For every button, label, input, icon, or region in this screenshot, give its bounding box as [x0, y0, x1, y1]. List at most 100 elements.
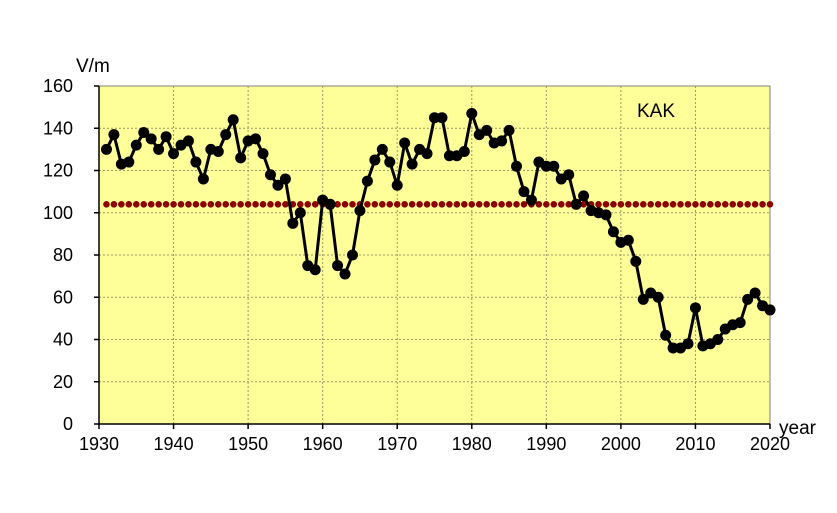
- reference-point: [505, 201, 513, 208]
- reference-point: [408, 201, 416, 208]
- data-point: [421, 148, 433, 160]
- reference-point: [446, 201, 453, 208]
- reference-point: [766, 201, 774, 208]
- x-tick-label: 1950: [228, 434, 268, 454]
- data-point: [123, 156, 135, 168]
- x-tick-label: 1970: [377, 434, 417, 454]
- data-point: [637, 293, 649, 305]
- reference-point: [692, 201, 699, 208]
- data-point: [235, 152, 247, 164]
- reference-point: [147, 201, 155, 208]
- reference-point: [311, 201, 319, 208]
- reference-point: [557, 201, 565, 208]
- reference-point: [721, 201, 729, 208]
- data-point: [503, 124, 515, 136]
- data-point: [332, 260, 344, 272]
- reference-point: [602, 201, 610, 208]
- reference-point: [475, 201, 483, 208]
- reference-point: [170, 201, 177, 208]
- data-point: [630, 255, 642, 267]
- reference-point: [759, 201, 766, 208]
- reference-point: [192, 201, 200, 208]
- data-point: [100, 143, 112, 155]
- reference-point: [520, 201, 528, 208]
- data-point: [197, 173, 209, 185]
- data-point: [354, 205, 366, 217]
- plot-area: [98, 85, 771, 425]
- reference-point: [125, 201, 133, 208]
- data-point: [264, 169, 276, 181]
- reference-point: [684, 201, 692, 208]
- reference-point: [207, 201, 215, 208]
- data-point: [376, 143, 388, 155]
- data-point: [496, 135, 508, 147]
- data-point: [458, 145, 470, 157]
- y-tick-label: 0: [63, 414, 73, 434]
- data-point: [742, 293, 754, 305]
- data-point: [361, 175, 373, 187]
- reference-point: [625, 201, 632, 208]
- reference-point: [550, 201, 558, 208]
- y-tick-label: 160: [43, 76, 73, 96]
- y-tick-label: 140: [43, 118, 73, 138]
- data-point: [130, 139, 142, 151]
- data-point: [279, 173, 291, 185]
- y-tick-label: 120: [43, 161, 73, 181]
- reference-point: [617, 201, 625, 208]
- reference-point: [118, 201, 125, 208]
- data-point: [212, 145, 224, 157]
- reference-point: [274, 201, 282, 208]
- y-tick-label: 40: [53, 330, 73, 350]
- reference-point: [438, 201, 446, 208]
- data-point: [406, 158, 418, 170]
- reference-point: [498, 201, 505, 208]
- data-point: [272, 179, 284, 191]
- reference-point: [677, 201, 684, 208]
- reference-point: [639, 201, 647, 208]
- reference-series: [103, 201, 774, 208]
- reference-point: [669, 201, 677, 208]
- data-point: [339, 268, 351, 280]
- reference-point: [490, 201, 498, 208]
- axes: [94, 85, 771, 429]
- data-point: [384, 156, 396, 168]
- data-point: [190, 156, 202, 168]
- reference-point: [304, 201, 312, 208]
- data-point: [660, 329, 672, 341]
- reference-point: [259, 201, 267, 208]
- x-tick-label: 2010: [675, 434, 715, 454]
- reference-point: [714, 201, 722, 208]
- reference-point: [334, 201, 341, 208]
- data-point: [600, 209, 612, 221]
- reference-point: [229, 201, 237, 208]
- x-axis-label: year: [779, 418, 817, 439]
- data-point: [563, 169, 575, 181]
- x-tick-label: 1980: [452, 434, 492, 454]
- reference-point: [654, 201, 662, 208]
- reference-point: [341, 201, 349, 208]
- reference-point: [565, 201, 572, 208]
- reference-point: [162, 201, 170, 208]
- y-tick-label: 60: [53, 287, 73, 307]
- reference-point: [393, 201, 401, 208]
- reference-point: [267, 201, 274, 208]
- reference-point: [371, 201, 379, 208]
- data-point: [570, 198, 582, 210]
- data-point: [250, 133, 262, 145]
- reference-point: [707, 201, 714, 208]
- reference-point: [132, 201, 140, 208]
- reference-point: [401, 201, 408, 208]
- reference-point: [736, 201, 744, 208]
- y-tick-label: 80: [53, 245, 73, 265]
- data-point: [182, 135, 194, 147]
- reference-point: [244, 201, 252, 208]
- tick-labels: 1930 1940 1950 1960 1970 1980 1990 2000 2010 2020…: [43, 76, 790, 454]
- x-tick-label: 1990: [526, 434, 566, 454]
- reference-point: [751, 201, 759, 208]
- data-point: [287, 217, 299, 229]
- reference-point: [543, 201, 550, 208]
- data-point: [481, 124, 493, 136]
- y-tick-label: 20: [53, 372, 73, 392]
- data-point: [369, 154, 381, 166]
